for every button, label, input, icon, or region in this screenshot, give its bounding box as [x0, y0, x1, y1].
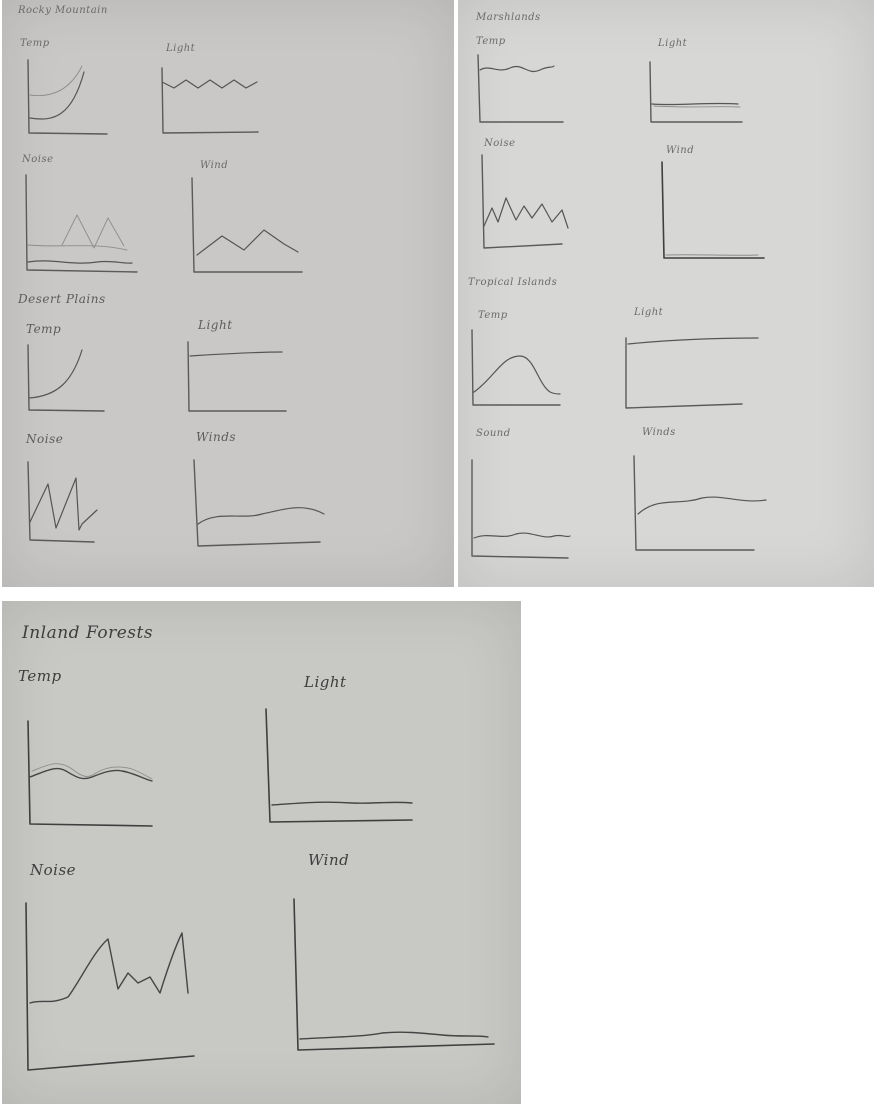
- marshlands-heading: Marshlands: [476, 12, 541, 23]
- marsh-temp-label: Temp: [476, 36, 506, 47]
- tropical-sound-sketch: [471, 459, 571, 559]
- desert-noise-label: Noise: [26, 432, 64, 446]
- tropical-light-sketch: [625, 337, 759, 409]
- desert-light-sketch: [187, 341, 287, 412]
- desert-wind-sketch: [193, 459, 325, 547]
- rocky-temp-label: Temp: [20, 38, 50, 49]
- forest-wind-sketch: [293, 898, 495, 1051]
- forest-noise-sketch: [25, 902, 195, 1071]
- forest-light-label: Light: [304, 673, 347, 691]
- desert-noise-sketch: [27, 461, 98, 543]
- rocky-noise-sketch: [25, 174, 138, 273]
- forest-temp-sketch: [27, 720, 153, 827]
- sheet-a-sketches: [25, 59, 325, 547]
- rocky-temp-sketch: [27, 59, 108, 135]
- forest-temp-label: Temp: [18, 667, 62, 685]
- desert-plains-heading: Desert Plains: [18, 292, 106, 306]
- rocky-noise-label: Noise: [22, 154, 54, 165]
- marsh-wind-sketch: [661, 161, 765, 259]
- rocky-wind-label: Wind: [200, 160, 229, 171]
- forest-noise-label: Noise: [30, 861, 77, 879]
- inland-forests-heading: Inland Forests: [22, 623, 154, 643]
- forest-wind-label: Wind: [308, 851, 350, 869]
- sketch-sheet-marsh-tropical: Marshlands Temp Light Noise Wind Tropica…: [458, 0, 874, 587]
- rocky-light-label: Light: [166, 43, 196, 54]
- marsh-light-sketch: [649, 61, 743, 123]
- marsh-temp-sketch: [477, 54, 564, 123]
- desert-wind-label: Winds: [196, 430, 237, 444]
- rocky-light-sketch: [161, 67, 259, 134]
- tropical-temp-sketch: [471, 329, 561, 406]
- marsh-light-label: Light: [658, 38, 688, 49]
- tropical-wind-label: Winds: [642, 427, 676, 438]
- sheet-b-sketches: [471, 54, 767, 559]
- desert-light-label: Light: [198, 318, 233, 332]
- marsh-noise-label: Noise: [484, 138, 516, 149]
- tropical-sound-label: Sound: [476, 428, 511, 439]
- marsh-wind-label: Wind: [666, 145, 695, 156]
- marsh-noise-sketch: [481, 154, 569, 249]
- desert-temp-sketch: [27, 344, 105, 412]
- tropical-temp-label: Temp: [478, 310, 508, 321]
- forest-light-sketch: [265, 708, 413, 823]
- tropical-islands-heading: Tropical Islands: [468, 277, 558, 288]
- sketch-sheet-inland-forests: Inland Forests Temp Light Noise Wind: [2, 601, 521, 1104]
- tropical-light-label: Light: [634, 307, 664, 318]
- desert-temp-label: Temp: [26, 322, 62, 336]
- sheet-c-sketches: [25, 708, 495, 1071]
- rocky-mountain-heading: Rocky Mountain: [18, 5, 108, 16]
- rocky-wind-sketch: [191, 177, 303, 273]
- sketch-sheet-rocky-desert: Rocky Mountain Temp Light Noise Wind Des…: [2, 0, 454, 587]
- tropical-wind-sketch: [633, 455, 767, 551]
